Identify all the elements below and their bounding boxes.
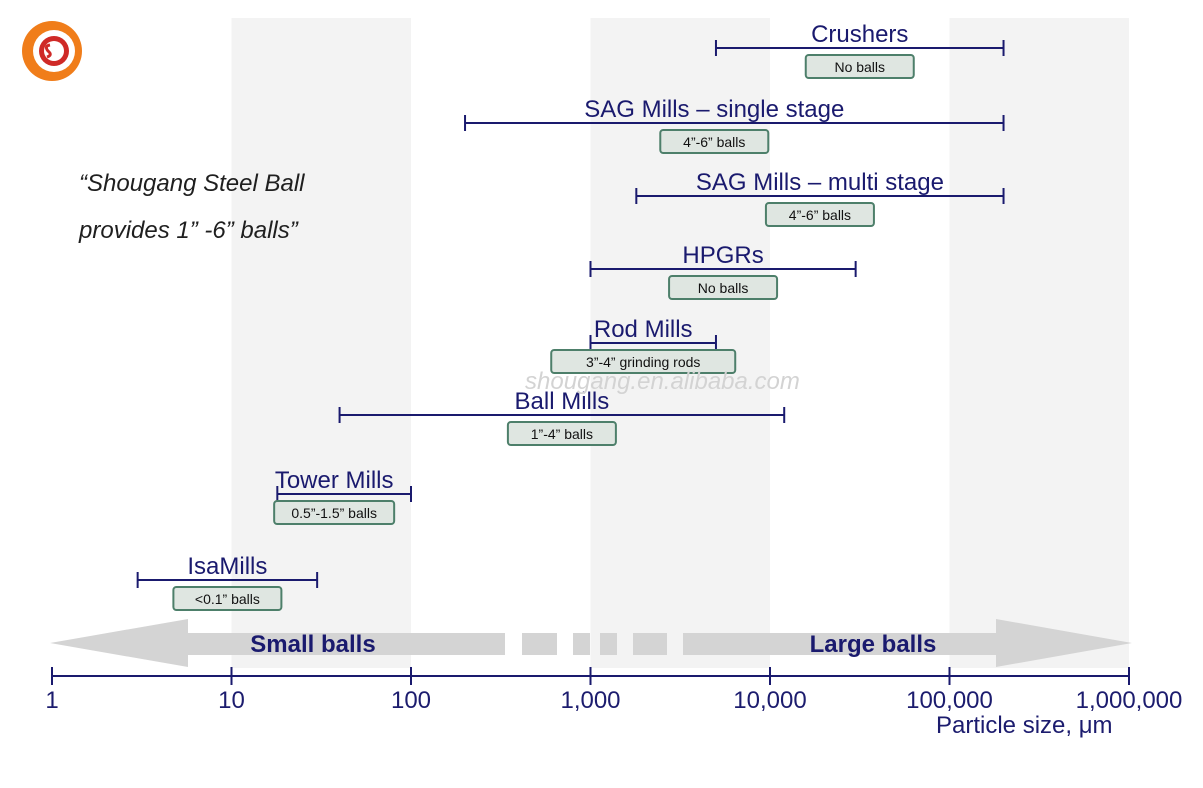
x-tick-label: 100,000: [906, 687, 993, 714]
range-sag-mills-single-stage: SAG Mills – single stage 4”-6” balls: [464, 96, 1005, 154]
media-label: 0.5”-1.5” balls: [291, 505, 377, 521]
range-label: IsaMills: [187, 553, 267, 580]
media-label: 3”-4” grinding rods: [586, 354, 700, 370]
large-balls-arrow: [683, 619, 1132, 667]
media-label: 4”-6” balls: [683, 134, 745, 150]
small-balls-arrow: [50, 619, 505, 667]
media-label: 4”-6” balls: [789, 207, 851, 223]
media-box: [172, 586, 283, 611]
shaded-band: [231, 18, 411, 668]
range-label: SAG Mills – multi stage: [696, 169, 944, 196]
arrow-dash: [522, 633, 557, 655]
range-label: HPGRs: [682, 242, 763, 269]
x-tick-label: 10,000: [733, 687, 806, 714]
arrow-dash: [633, 633, 667, 655]
media-label: No balls: [698, 280, 749, 296]
range-ball-mills: Ball Mills 1”-4” balls: [338, 388, 786, 446]
range-crushers: Crushers No balls: [714, 21, 1005, 79]
x-tick-label: 1,000,000: [1076, 687, 1183, 714]
range-label: Ball Mills: [515, 388, 610, 415]
range-sag-mills-multi-stage: SAG Mills – multi stage 4”-6” balls: [635, 169, 1005, 227]
media-box: [659, 129, 770, 154]
x-tick-label: 10: [218, 687, 245, 714]
shougang-logo: [20, 19, 84, 83]
x-axis-label: Particle size, μm: [936, 712, 1113, 739]
media-label: 1”-4” balls: [531, 426, 593, 442]
range-label: Crushers: [811, 21, 908, 48]
watermark-text: shougang.en.alibaba.com: [525, 368, 800, 395]
small-balls-label: Small balls: [250, 631, 375, 658]
media-box: [550, 349, 737, 374]
media-box: [668, 275, 779, 300]
arrow-dash: [573, 633, 590, 655]
x-tick-label: 100: [391, 687, 431, 714]
range-rod-mills: Rod Mills 3”-4” grinding rods: [550, 316, 737, 374]
range-tower-mills: Tower Mills 0.5”-1.5” balls: [273, 467, 412, 525]
media-box: [804, 54, 915, 79]
range-label: Rod Mills: [594, 316, 693, 343]
range-isamills: IsaMills <0.1” balls: [136, 553, 319, 611]
quote-line-2: provides 1” -6” balls”: [79, 217, 298, 244]
shaded-band: [949, 18, 1129, 668]
range-hpgrs: HPGRs No balls: [589, 242, 857, 300]
range-label: SAG Mills – single stage: [584, 96, 844, 123]
media-label: <0.1” balls: [195, 591, 260, 607]
media-box: [764, 202, 875, 227]
range-label: Tower Mills: [275, 467, 394, 494]
x-tick-label: 1: [45, 687, 58, 714]
large-balls-label: Large balls: [810, 631, 937, 658]
quote-line-1: “Shougang Steel Ball: [79, 170, 305, 197]
media-box: [273, 500, 396, 525]
media-box: [506, 421, 617, 446]
arrow-dash: [600, 633, 617, 655]
media-label: No balls: [834, 59, 885, 75]
x-tick-label: 1,000: [560, 687, 620, 714]
